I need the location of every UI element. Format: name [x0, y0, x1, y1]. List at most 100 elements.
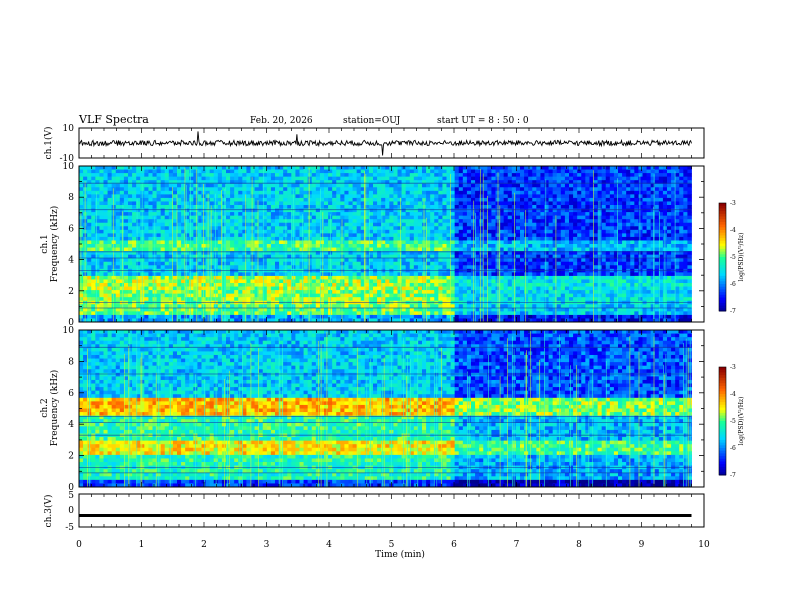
spectrogram-cell: [295, 261, 300, 266]
spectrogram-cell: [332, 226, 337, 231]
spectrogram-cell: [483, 286, 488, 291]
spectrogram-cell: [368, 194, 374, 199]
spectrogram-cell: [405, 254, 411, 259]
spectrogram-cell: [303, 304, 309, 309]
spectrogram-cell: [230, 286, 235, 291]
spectrogram-cell: [352, 307, 358, 312]
spectrogram-cell: [307, 166, 313, 170]
spectrogram-cell: [401, 194, 407, 199]
spectrogram-cell: [364, 226, 370, 231]
spectrogram-cell: [426, 240, 431, 245]
spectrogram-cell: [185, 222, 190, 227]
spectrogram-cell: [246, 272, 251, 277]
spectrogram-cell: [299, 240, 304, 245]
spectrogram-cell: [164, 236, 170, 241]
spectrogram-cell: [458, 279, 464, 284]
spectrogram-cell: [352, 251, 358, 256]
spectrogram-cell: [528, 212, 533, 217]
spectrogram-cell: [172, 307, 178, 312]
spectrogram-cell: [303, 297, 309, 302]
spectrogram-cell: [491, 272, 496, 277]
spectrogram-cell: [234, 258, 239, 263]
spectrogram-cell: [532, 166, 537, 170]
spectrogram-cell: [515, 290, 521, 295]
spectrogram-cell: [156, 173, 162, 178]
spectrogram-cell: [360, 314, 366, 319]
spectrogram-cell: [332, 205, 337, 209]
spectrogram-cell: [221, 173, 227, 178]
spectrogram-cell: [397, 176, 402, 181]
spectrogram-cell: [315, 236, 321, 241]
spectrogram-cell: [148, 304, 153, 309]
spectrogram-cell: [299, 226, 304, 231]
spectrogram-cell: [91, 290, 96, 295]
spectrogram-cell: [417, 176, 423, 181]
spectrogram-cell: [491, 293, 496, 298]
spectrogram-cell: [324, 222, 329, 227]
spectrogram-cell: [266, 222, 272, 227]
spectrogram-cell: [230, 201, 235, 206]
spectrogram-cell: [332, 212, 337, 217]
spectrogram-cell: [352, 247, 358, 252]
spectrogram-cell: [160, 226, 166, 231]
spectrogram-cell: [450, 244, 456, 248]
spectrogram-cell: [356, 283, 362, 287]
spectrogram-cell: [189, 251, 194, 256]
spectrogram-cell: [283, 304, 288, 309]
spectrogram-cell: [393, 197, 398, 202]
spectrogram-cell: [381, 187, 386, 192]
spectrogram-cell: [405, 205, 411, 209]
spectrogram-cell: [405, 233, 411, 238]
spectrogram-cell: [401, 219, 407, 224]
spectrogram-cell: [79, 201, 84, 206]
spectrogram-cell: [479, 261, 484, 266]
spectrogram-cell: [136, 215, 141, 220]
spectrogram-cell: [152, 194, 157, 199]
spectrogram-cell: [172, 293, 178, 298]
spectrogram-cell: [226, 236, 231, 241]
spectrogram-cell: [230, 265, 235, 270]
spectrogram-cell: [454, 311, 460, 316]
spectrogram-cell: [511, 240, 517, 245]
spectrogram-cell: [168, 304, 174, 309]
spectrogram-cell: [156, 286, 162, 291]
spectrogram-cell: [491, 222, 496, 227]
spectrogram-cell: [213, 208, 219, 213]
spectrogram-cell: [148, 236, 153, 241]
spectrogram-cell: [164, 293, 170, 298]
spectrogram-cell: [381, 304, 386, 309]
spectrogram-cell: [95, 215, 100, 220]
spectrogram-cell: [270, 244, 276, 248]
spectrogram-cell: [503, 166, 509, 170]
spectrogram-cell: [181, 265, 186, 270]
spectrogram-cell: [381, 286, 386, 291]
spectrogram-cell: [205, 176, 211, 181]
spectrogram-cell: [99, 254, 104, 259]
spectrogram-cell: [91, 194, 96, 199]
spectrogram-cell: [115, 233, 121, 238]
spectrogram-cell: [413, 166, 419, 170]
spectrogram-cell: [479, 265, 484, 270]
spectrogram-cell: [95, 180, 100, 185]
spectrogram-cell: [258, 254, 264, 259]
spectrogram-cell: [340, 208, 345, 213]
spectrogram-cell: [340, 279, 345, 284]
spectrogram-cell: [95, 190, 100, 195]
spectrogram-cell: [262, 283, 268, 287]
spectrogram-cell: [148, 251, 153, 256]
spectrogram-cell: [295, 283, 300, 287]
spectrogram-cell: [524, 169, 529, 174]
spectrogram-cell: [336, 187, 341, 192]
spectrogram-cell: [528, 176, 533, 181]
spectrogram-cell: [238, 240, 243, 245]
spectrogram-cell: [340, 197, 345, 202]
spectrogram-cell: [405, 212, 411, 217]
spectrogram-cell: [128, 304, 133, 309]
spectrogram-cell: [185, 233, 190, 238]
spectrogram-cell: [336, 205, 341, 209]
spectrogram-cell: [250, 236, 255, 241]
spectrogram-cell: [254, 311, 260, 316]
spectrogram-cell: [536, 233, 541, 238]
spectrogram-cell: [422, 194, 427, 199]
spectrogram-cell: [528, 169, 533, 174]
